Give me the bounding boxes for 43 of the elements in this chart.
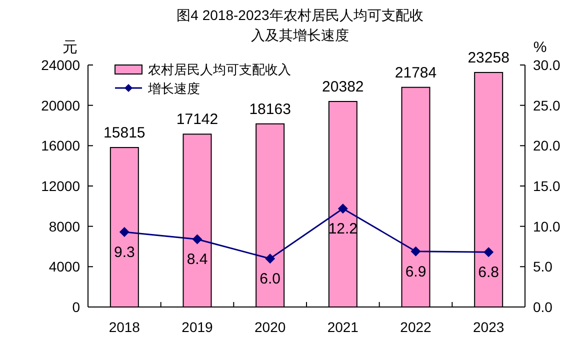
point (410, 246, 421, 256)
x-tick-label: 2022 (400, 319, 432, 335)
data-label: 12.2 (328, 220, 358, 238)
x-tick-label: 2021 (327, 319, 359, 335)
data-label: 8.4 (186, 251, 208, 268)
legend-label: 农村居民人均可支配收入 (148, 62, 291, 77)
y2-tick-label: 15.0 (533, 178, 560, 194)
y-tick-label: 12000 (41, 178, 80, 194)
y2-tick-label: 0.0 (533, 299, 553, 315)
chart-title: 图4 2018-2023年农村居民人均可支配收入及其增长速度 (176, 7, 424, 43)
data-label: 20382 (322, 78, 364, 96)
point (265, 254, 276, 264)
y-tick-label: 0 (72, 299, 80, 315)
y2-tick-label: 30.0 (533, 57, 560, 73)
data-label: 6.9 (405, 263, 426, 280)
data-label: 23258 (468, 49, 510, 66)
data-label: 15815 (104, 124, 146, 142)
y-tick-label: 4000 (48, 258, 80, 275)
y-tick-label: 16000 (41, 138, 80, 154)
y-tick-label: 20000 (41, 97, 80, 114)
x-tick-label: 2023 (473, 319, 504, 335)
point (484, 247, 494, 258)
x-tick-label: 2020 (254, 319, 286, 335)
y-tick-label: 8000 (48, 218, 80, 234)
y-axis-title: 元 (62, 39, 78, 56)
data-label: 6.0 (260, 270, 281, 288)
data-label: 18163 (249, 100, 291, 118)
data-label: 6.8 (478, 264, 500, 282)
legend-label: 增长速度 (147, 81, 200, 96)
point (119, 226, 130, 237)
data-label: 17142 (176, 111, 218, 128)
y2-tick-label: 5.0 (533, 258, 553, 275)
y2-tick-label: 25.0 (533, 97, 560, 114)
x-tick-label: 2018 (108, 319, 140, 335)
y2-axis-title: % (533, 39, 547, 56)
y2-tick-label: 10.0 (533, 218, 560, 234)
data-label: 21784 (394, 64, 437, 82)
x-tick-label: 2019 (182, 319, 214, 335)
y-tick-label: 24000 (41, 57, 80, 73)
data-label: 9.3 (114, 244, 135, 261)
point (338, 204, 348, 214)
y2-tick-label: 20.0 (533, 138, 560, 154)
point (192, 234, 202, 244)
